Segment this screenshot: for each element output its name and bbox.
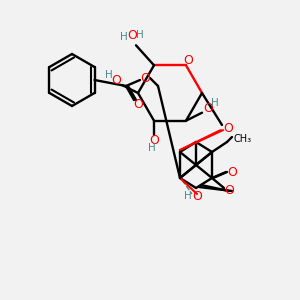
Text: O: O [223, 122, 233, 136]
Text: H: H [211, 98, 219, 108]
Text: O: O [192, 190, 202, 203]
Text: O: O [127, 29, 137, 42]
Text: O: O [133, 98, 143, 110]
Polygon shape [179, 130, 224, 150]
Text: H: H [136, 30, 144, 40]
Text: O: O [227, 166, 237, 178]
Text: O: O [140, 71, 150, 85]
Text: O: O [149, 134, 159, 147]
Text: O: O [224, 184, 234, 197]
Text: H: H [105, 70, 113, 80]
Text: O: O [203, 102, 213, 115]
Text: H: H [120, 32, 128, 42]
Text: O: O [183, 54, 193, 67]
Text: O: O [111, 74, 121, 88]
Text: CH₃: CH₃ [233, 134, 251, 144]
Text: H: H [148, 143, 156, 153]
Text: H: H [184, 191, 192, 201]
